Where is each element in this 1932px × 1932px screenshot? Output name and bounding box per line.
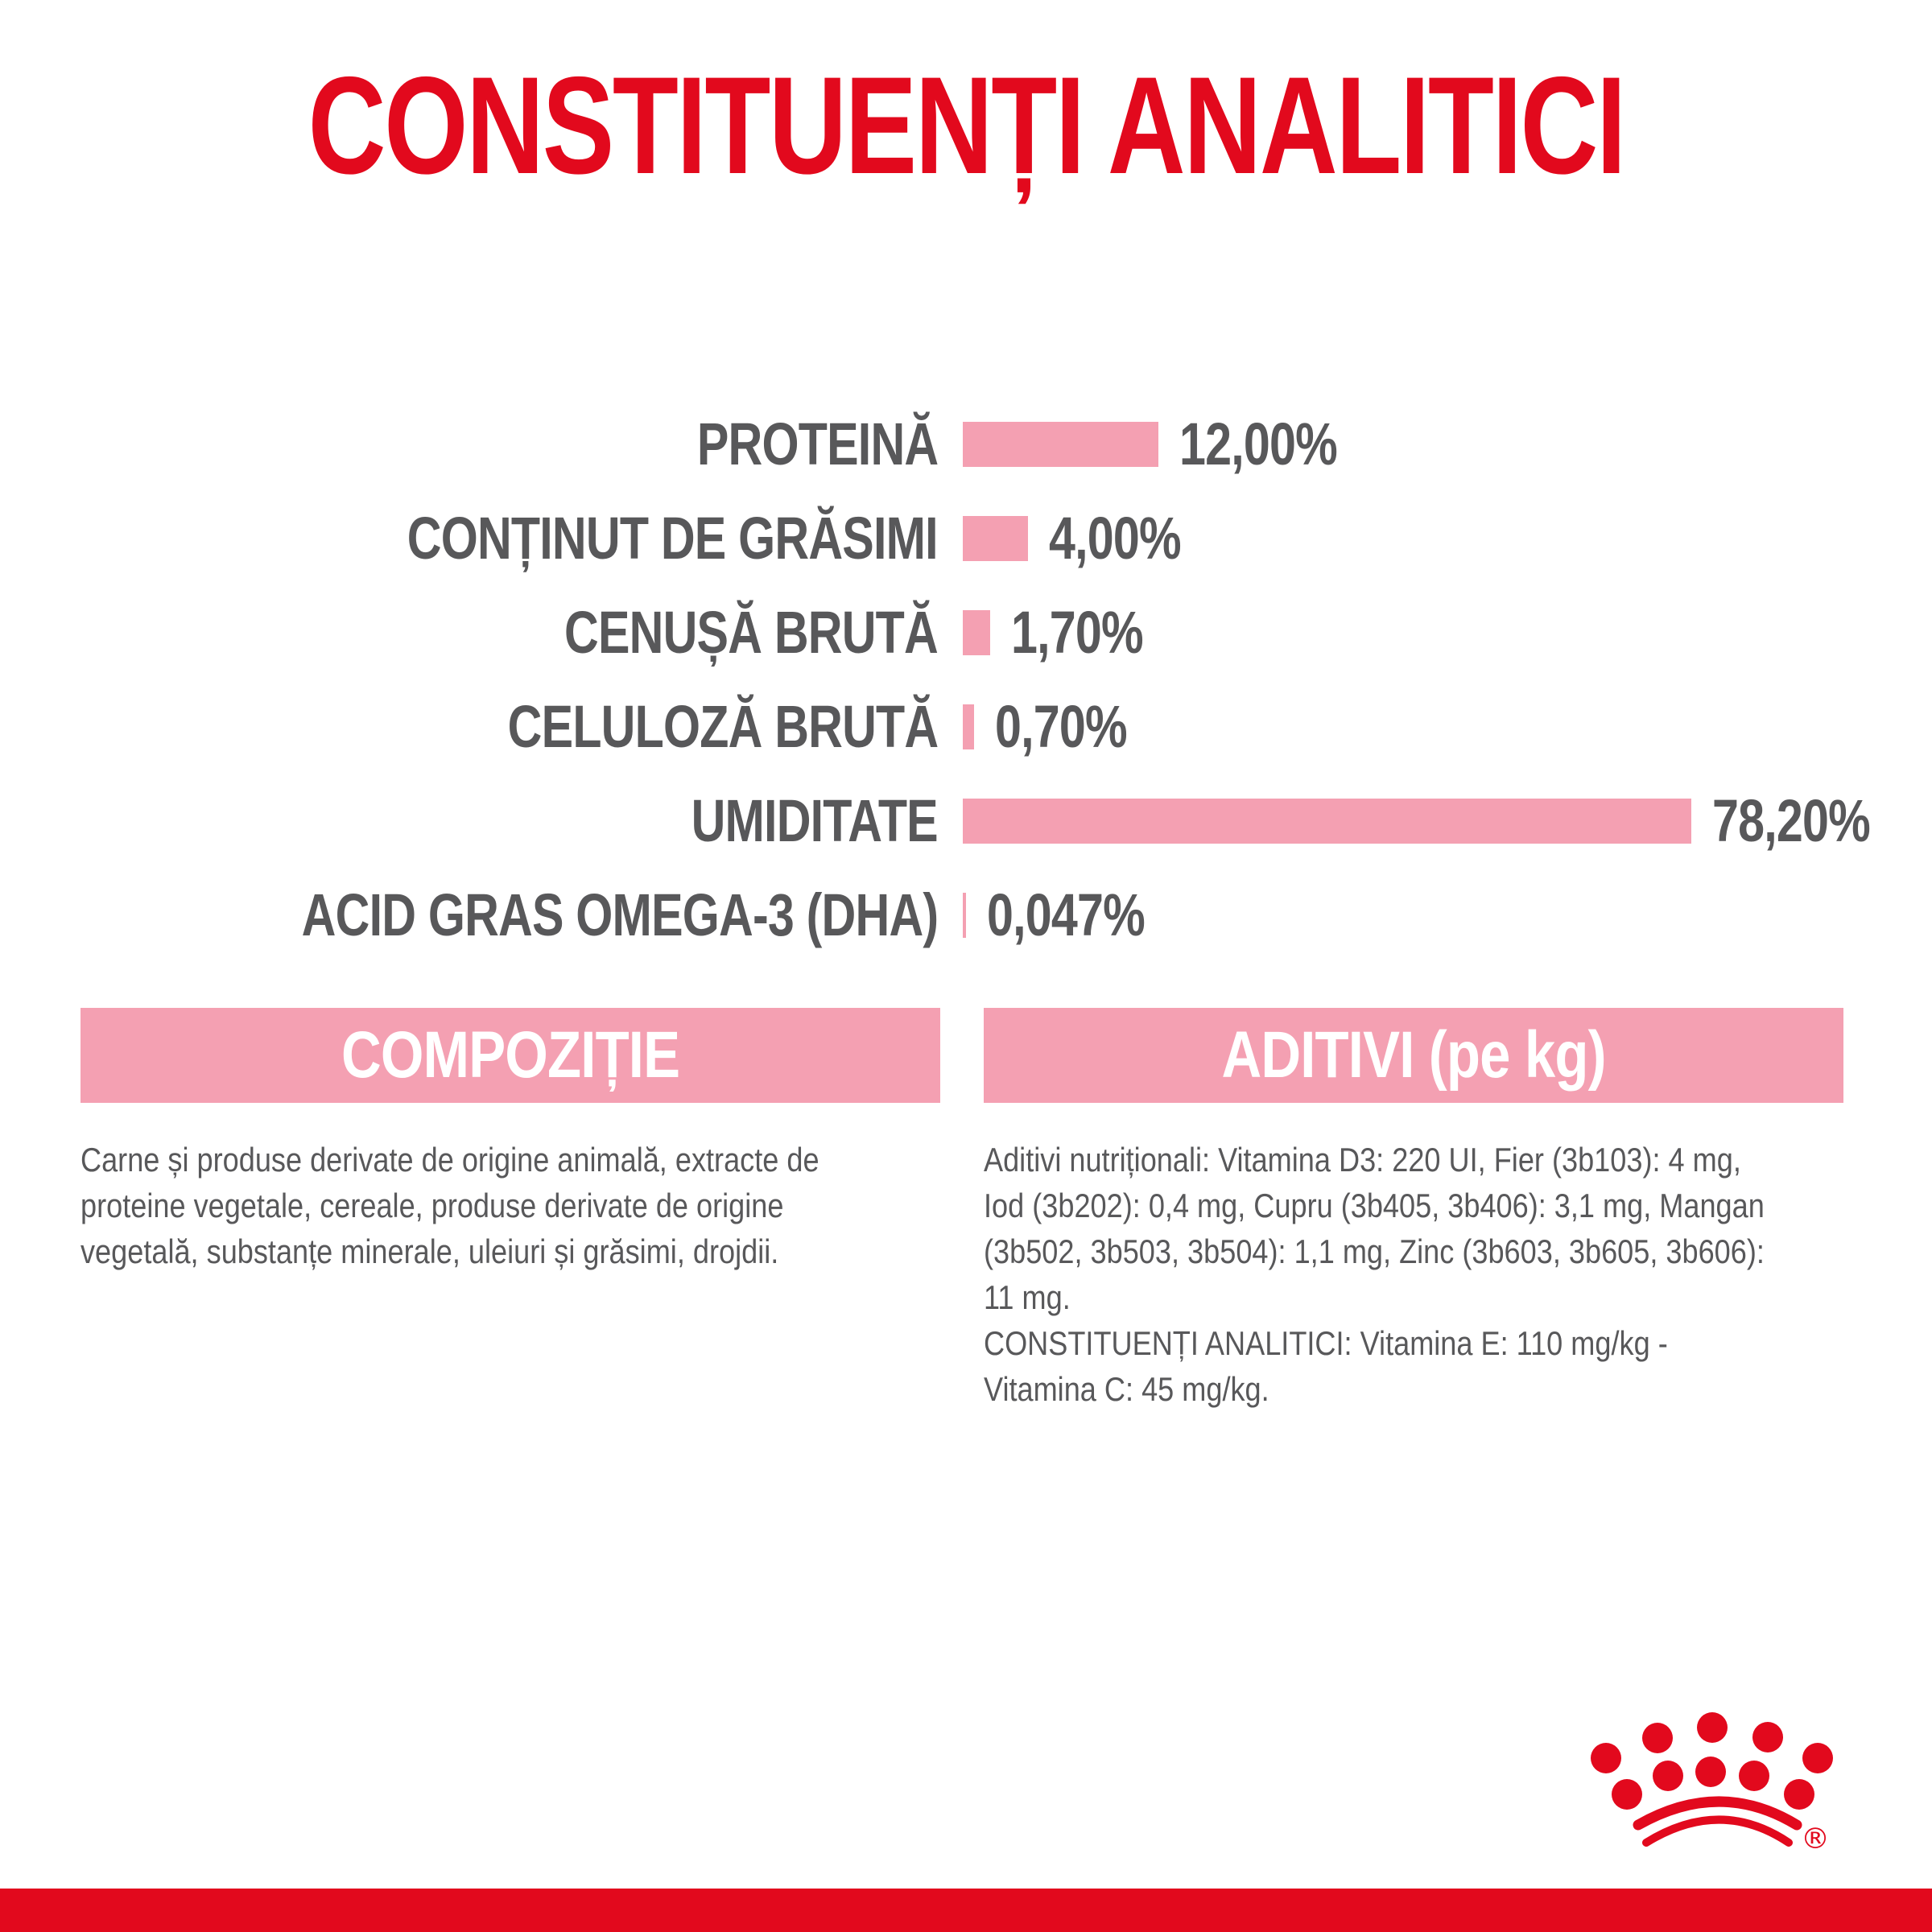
crown-dots (1591, 1712, 1833, 1810)
bar-label-text: CELULOZĂ BRUTĂ (507, 693, 939, 760)
additives-body-text: Aditivi nutriționali: Vitamina D3: 220 U… (984, 1141, 1765, 1408)
additives-header-bar: ADITIVI (pe kg) (984, 1008, 1843, 1103)
bar-value: 12,00% (1179, 410, 1377, 478)
page-title-text: CONSTITUENȚI ANALITICI (308, 48, 1626, 203)
bar-value-text: 0,047% (987, 881, 1146, 948)
bar-label-text: ACID GRAS OMEGA-3 (DHA) (301, 881, 938, 948)
footer-red-bar (0, 1889, 1932, 1932)
registered-trademark-icon: ® (1801, 1823, 1830, 1856)
bar (963, 515, 1028, 561)
composition-header-label: COMPOZIȚIE (341, 1018, 680, 1092)
composition-body-text: Carne și produse derivate de origine ani… (80, 1141, 819, 1270)
bar-label: ACID GRAS OMEGA-3 (DHA) (0, 881, 938, 949)
chart-row: ACID GRAS OMEGA-3 (DHA) 0,047% (0, 868, 1932, 962)
page-title: CONSTITUENȚI ANALITICI (0, 53, 1932, 199)
bar (963, 609, 991, 655)
chart-row: CENUȘĂ BRUTĂ 1,70% (0, 585, 1932, 679)
bar-value: 0,047% (987, 881, 1184, 949)
bar (963, 421, 1158, 467)
bar (963, 892, 966, 938)
bar-value: 78,20% (1712, 786, 1909, 855)
composition-header-bar: COMPOZIȚIE (80, 1008, 940, 1103)
chart-row: PROTEINĂ 12,00% (0, 397, 1932, 491)
bar-label-text: PROTEINĂ (696, 411, 939, 477)
bar-value-text: 78,20% (1712, 787, 1871, 854)
bar-label: UMIDITATE (0, 786, 939, 855)
bar-label: CENUȘĂ BRUTĂ (0, 598, 939, 667)
bar-label-text: CENUȘĂ BRUTĂ (564, 599, 939, 666)
bar-value-text: 12,00% (1179, 411, 1338, 477)
bar-label: CELULOZĂ BRUTĂ (0, 692, 939, 761)
bar-value-text: 0,70% (995, 693, 1128, 760)
bar-value: 4,00% (1049, 504, 1214, 572)
bar-value-text: 1,70% (1011, 599, 1144, 666)
bar-label-text: UMIDITATE (691, 787, 939, 854)
bar (963, 704, 975, 749)
crown-swoosh (1633, 1796, 1802, 1847)
bar-value: 0,70% (995, 692, 1160, 761)
bar-value: 1,70% (1011, 598, 1176, 667)
bar-label: CONȚINUT DE GRĂSIMI (0, 504, 939, 572)
chart-row: CONȚINUT DE GRĂSIMI 4,00% (0, 491, 1932, 585)
bar (963, 798, 1691, 844)
chart-row: CELULOZĂ BRUTĂ 0,70% (0, 679, 1932, 774)
bar-label: PROTEINĂ (0, 410, 939, 478)
chart-row: UMIDITATE 78,20% (0, 774, 1932, 868)
bar-label-text: CONȚINUT DE GRĂSIMI (407, 505, 939, 572)
bar-value-text: 4,00% (1049, 505, 1182, 572)
constituents-bar-chart: PROTEINĂ 12,00% CONȚINUT DE GRĂSIMI 4,00% CE… (0, 397, 1932, 962)
additives-header-label: ADITIVI (pe kg) (1221, 1018, 1606, 1092)
royal-canin-crown-logo: ® (1591, 1712, 1833, 1856)
